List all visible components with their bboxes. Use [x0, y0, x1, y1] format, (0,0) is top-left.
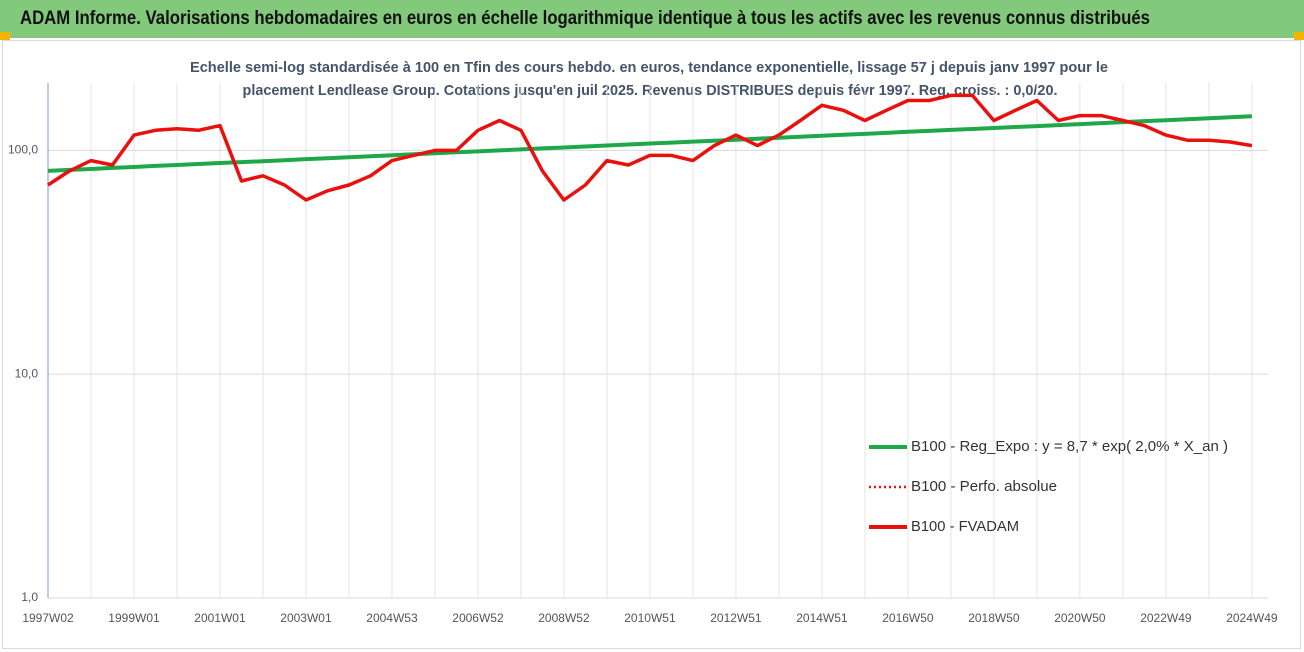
legend-label: B100 - Perfo. absolue: [911, 478, 1057, 495]
legend-label: B100 - FVADAM: [911, 518, 1019, 535]
chart-title: ADAM Informe. Valorisations hebdomadaire…: [20, 8, 1150, 29]
chart-subtitle: Echelle semi-log standardisée à 100 en T…: [190, 59, 1108, 76]
x-tick-label: 2020W50: [1054, 611, 1106, 625]
grid: 1997W02 1999W01 2001W01 2003W01 2004W53 2006W…: [8, 83, 1278, 625]
x-tick-label: 2022W49: [1140, 611, 1192, 625]
x-tick-label: 1997W02: [22, 611, 74, 625]
x-tick-label: 2012W51: [710, 611, 762, 625]
x-tick-label: 2004W53: [366, 611, 418, 625]
header-bar: [0, 0, 1304, 38]
x-tick-label: 2003W01: [280, 611, 332, 625]
x-tick-label: 2014W51: [796, 611, 848, 625]
data-line: [47, 114, 1252, 173]
x-tick-label: 2016W50: [882, 611, 934, 625]
x-tick-label: 2010W51: [624, 611, 676, 625]
corner-mark: [0, 32, 10, 40]
x-tick-label: 2018W50: [968, 611, 1020, 625]
x-tick-label: 2001W01: [194, 611, 246, 625]
y-tick-label: 100,0: [8, 143, 38, 157]
corner-mark: [1294, 32, 1304, 40]
x-tick-label: 2024W49: [1226, 611, 1278, 625]
y-tick-label: 1,0: [21, 590, 38, 604]
legend-label: B100 - Reg_Expo : y = 8,7 * exp( 2,0% * …: [911, 438, 1228, 455]
x-tick-label: 1999W01: [108, 611, 160, 625]
data-line: [47, 93, 1253, 202]
plot: [47, 93, 1253, 202]
y-tick-label: 10,0: [15, 366, 39, 380]
x-tick-label: 2006W52: [452, 611, 504, 625]
x-tick-label: 2008W52: [538, 611, 590, 625]
legend: B100 - Reg_Expo : y = 8,7 * exp( 2,0% * …: [869, 438, 1228, 535]
